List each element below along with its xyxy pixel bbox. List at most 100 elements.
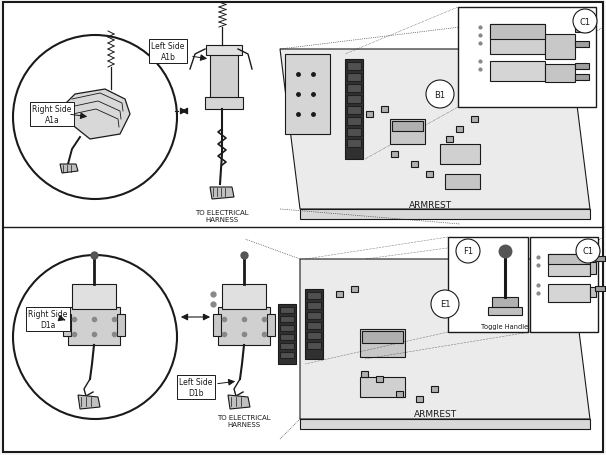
Bar <box>416 396 423 402</box>
Bar <box>426 172 433 177</box>
Bar <box>456 127 463 133</box>
Bar <box>336 291 343 298</box>
Bar <box>351 286 358 293</box>
Bar <box>218 307 270 345</box>
Bar <box>280 325 294 331</box>
Bar <box>280 334 294 340</box>
Bar <box>347 140 361 148</box>
Circle shape <box>13 255 177 419</box>
Bar <box>213 314 221 336</box>
Circle shape <box>576 239 600 263</box>
Bar <box>347 129 361 136</box>
Text: B1: B1 <box>435 90 445 99</box>
Bar <box>347 85 361 93</box>
Text: TO ELECTRICAL
HARNESS: TO ELECTRICAL HARNESS <box>217 414 271 427</box>
Bar <box>205 98 243 110</box>
Bar <box>285 55 330 135</box>
Bar <box>68 307 120 345</box>
Polygon shape <box>300 259 590 419</box>
Circle shape <box>456 239 480 263</box>
Circle shape <box>431 290 459 318</box>
Bar <box>490 62 545 82</box>
Bar <box>548 254 590 276</box>
Bar <box>347 74 361 82</box>
Bar <box>590 288 596 298</box>
Bar <box>396 391 403 397</box>
Bar <box>391 152 398 157</box>
Text: Toggle Handle: Toggle Handle <box>481 324 528 329</box>
Bar <box>63 314 71 336</box>
Polygon shape <box>60 165 78 174</box>
Circle shape <box>426 81 454 109</box>
Bar <box>490 25 545 55</box>
Bar <box>575 75 589 81</box>
Text: Right Side
D1a: Right Side D1a <box>28 309 68 329</box>
Text: E1: E1 <box>440 300 450 309</box>
Bar <box>307 293 321 299</box>
Bar <box>595 286 605 291</box>
Bar <box>440 145 480 165</box>
Polygon shape <box>78 395 100 409</box>
Bar <box>278 304 296 364</box>
Bar <box>575 27 589 33</box>
Text: Right Side
A1a: Right Side A1a <box>32 105 72 124</box>
Bar <box>381 107 388 113</box>
Bar <box>471 117 478 123</box>
Bar <box>545 65 575 83</box>
Bar <box>392 122 423 131</box>
Bar <box>492 298 518 309</box>
Circle shape <box>573 10 597 34</box>
Text: ARMREST: ARMREST <box>408 200 451 209</box>
Bar <box>72 284 116 309</box>
Bar <box>390 120 425 145</box>
Text: F1: F1 <box>463 247 473 256</box>
Circle shape <box>13 36 177 200</box>
Bar <box>490 25 545 40</box>
Bar <box>280 316 294 322</box>
Bar <box>548 254 590 264</box>
Text: Left Side
A1b: Left Side A1b <box>152 42 185 61</box>
Bar <box>446 136 453 143</box>
Bar <box>222 284 266 309</box>
Bar <box>448 238 528 332</box>
Bar <box>360 329 405 357</box>
Bar <box>117 314 125 336</box>
Bar <box>376 376 383 382</box>
Bar <box>545 35 575 60</box>
Text: Left Side
D1b: Left Side D1b <box>179 378 213 397</box>
Bar <box>530 238 598 332</box>
Bar <box>575 42 589 48</box>
Text: C1: C1 <box>579 17 591 26</box>
Bar <box>488 307 522 315</box>
Bar <box>280 343 294 349</box>
Bar <box>575 64 589 70</box>
Bar <box>347 63 361 71</box>
Bar <box>280 307 294 313</box>
Bar <box>307 312 321 319</box>
Bar <box>347 107 361 115</box>
Bar <box>445 175 480 190</box>
Polygon shape <box>210 187 234 200</box>
Polygon shape <box>300 419 590 429</box>
Bar <box>345 60 363 160</box>
Bar <box>280 352 294 358</box>
Bar <box>366 112 373 118</box>
Polygon shape <box>65 90 130 140</box>
Bar <box>431 386 438 392</box>
Polygon shape <box>300 210 590 219</box>
Bar <box>347 118 361 126</box>
Bar <box>307 322 321 329</box>
Bar <box>307 342 321 349</box>
Bar <box>347 96 361 104</box>
Bar <box>590 263 596 274</box>
Bar <box>305 289 323 359</box>
Bar <box>360 377 405 397</box>
Bar <box>548 284 590 302</box>
Bar <box>362 331 403 343</box>
Text: ARMREST: ARMREST <box>413 410 456 419</box>
Bar <box>267 314 275 336</box>
Polygon shape <box>280 50 590 210</box>
Bar <box>206 46 242 56</box>
Polygon shape <box>228 395 250 409</box>
Bar <box>458 8 596 108</box>
